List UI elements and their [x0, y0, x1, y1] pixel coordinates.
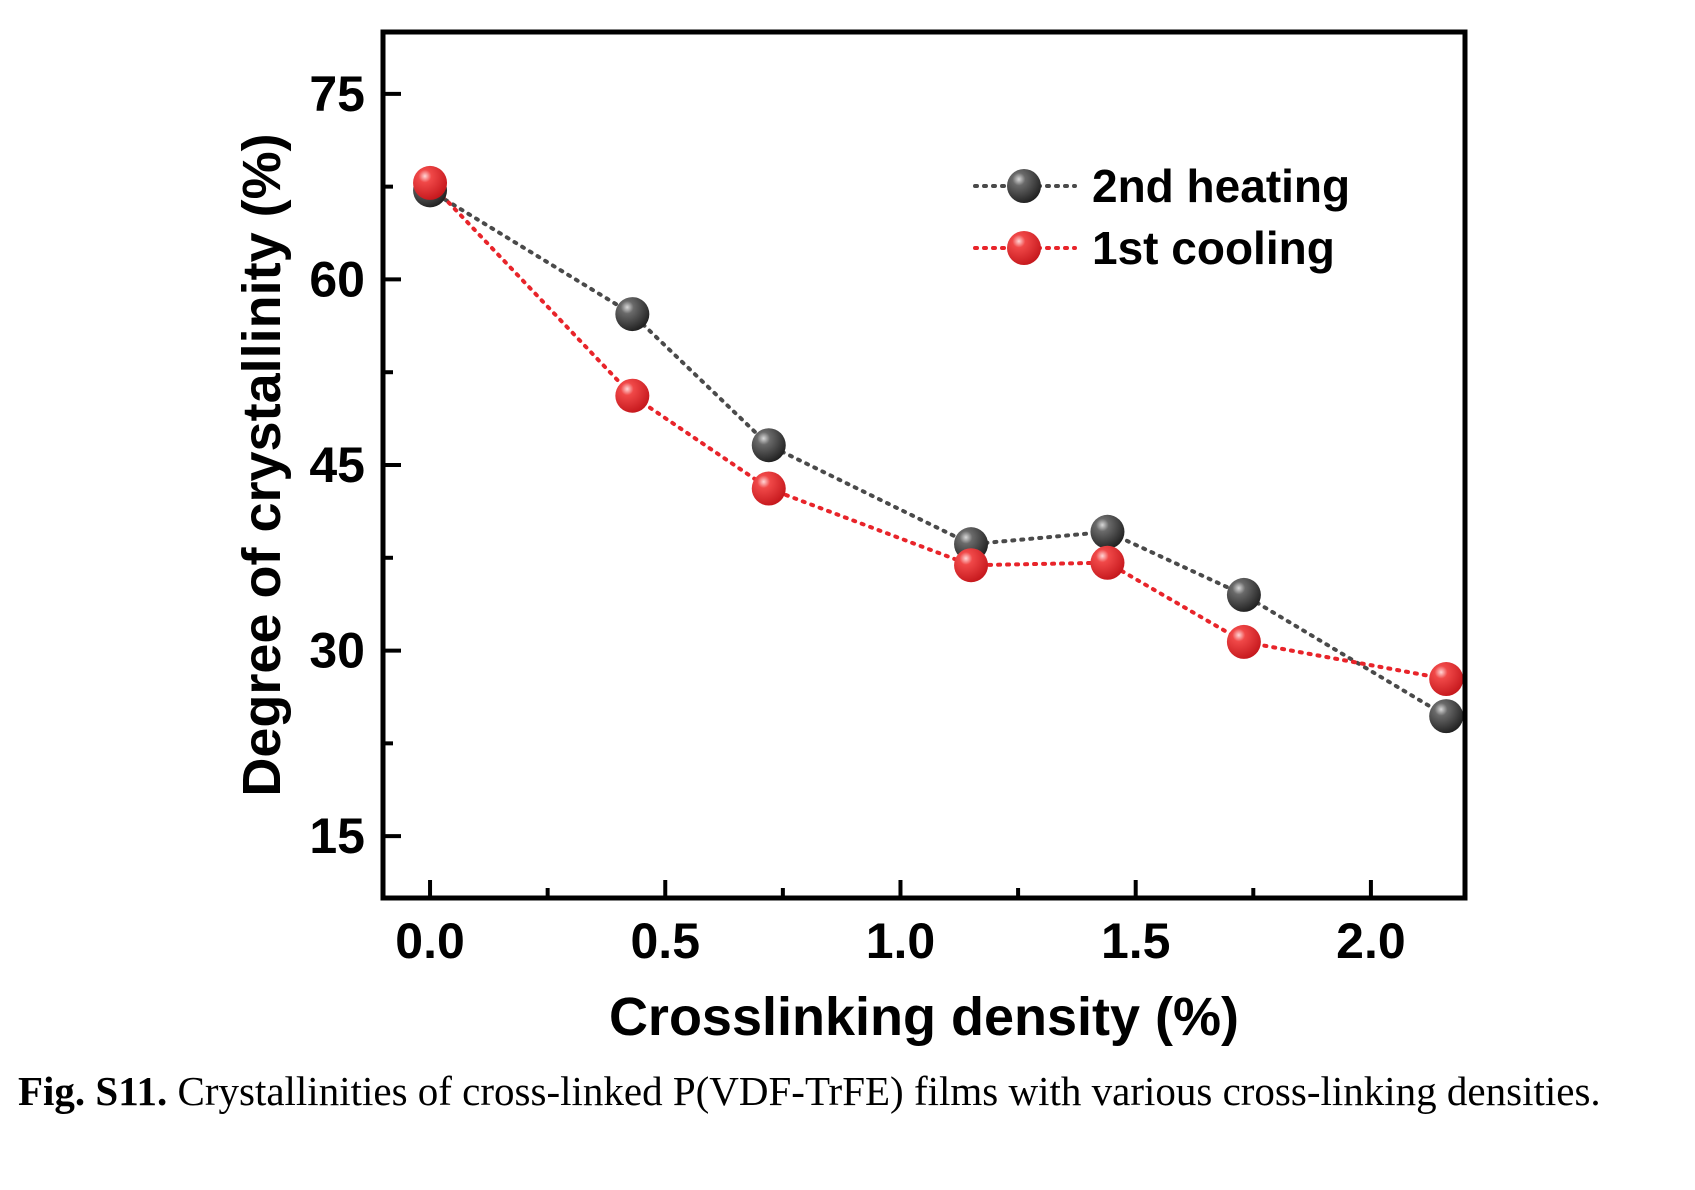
caption-text: Crystallinities of cross-linked P(VDF-Tr… [167, 1068, 1601, 1114]
y-axis-title: Degree of crystallinity (%) [232, 133, 292, 796]
legend-label-1st-cooling: 1st cooling [1092, 222, 1335, 274]
series-1-point [954, 548, 989, 583]
y-tick-label: 60 [309, 251, 365, 307]
series-0-point [615, 297, 650, 332]
chart: 0.0 0.5 1.0 1.5 2.0 15 30 45 60 75 Crosslinking … [232, 29, 1468, 1047]
series-0-point [1226, 577, 1261, 612]
series-layer [413, 165, 1464, 734]
x-tick-label: 0.0 [395, 913, 465, 969]
y-tick-label: 45 [309, 437, 365, 493]
legend: 2nd heating 1st cooling [973, 160, 1350, 274]
x-axis: 0.0 0.5 1.0 1.5 2.0 [395, 880, 1406, 969]
series-1-point [1429, 662, 1464, 697]
series-0-point [751, 428, 786, 463]
series-1-point [615, 378, 650, 413]
x-tick-label: 0.5 [631, 913, 701, 969]
series-1-point [1226, 624, 1261, 659]
y-axis: 15 30 45 60 75 [309, 66, 401, 864]
legend-marker-1st-cooling [1007, 231, 1041, 265]
legend-marker-2nd-heating [1007, 169, 1041, 203]
y-tick-label: 30 [309, 623, 365, 679]
x-tick-label: 2.0 [1336, 913, 1406, 969]
series-0-point [1090, 514, 1125, 549]
series-1-point [751, 471, 786, 506]
series-1-point [413, 165, 448, 200]
caption-label: Fig. S11. [18, 1068, 168, 1114]
x-tick-label: 1.0 [866, 913, 936, 969]
x-tick-label: 1.5 [1101, 913, 1171, 969]
y-tick-label: 75 [309, 66, 365, 122]
x-axis-title: Crosslinking density (%) [609, 987, 1239, 1047]
series-1-point [1090, 545, 1125, 580]
y-tick-label: 15 [309, 808, 365, 864]
legend-label-2nd-heating: 2nd heating [1092, 160, 1350, 212]
figure-caption: Fig. S11. Crystallinities of cross-linke… [18, 1065, 1683, 1117]
series-0-point [1429, 699, 1464, 734]
